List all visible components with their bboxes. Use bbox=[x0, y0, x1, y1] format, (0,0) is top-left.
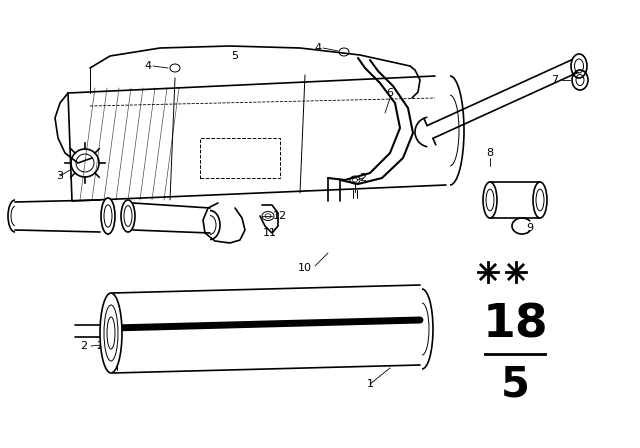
Ellipse shape bbox=[533, 182, 547, 218]
Ellipse shape bbox=[124, 206, 132, 226]
Text: 10: 10 bbox=[298, 263, 312, 273]
Text: 2: 2 bbox=[360, 173, 367, 183]
Text: 5: 5 bbox=[232, 51, 239, 61]
Ellipse shape bbox=[101, 198, 115, 234]
Ellipse shape bbox=[483, 182, 497, 218]
Text: 12: 12 bbox=[273, 211, 287, 221]
Ellipse shape bbox=[486, 189, 494, 211]
Text: 5: 5 bbox=[500, 363, 529, 405]
Text: 3: 3 bbox=[56, 171, 63, 181]
Ellipse shape bbox=[536, 189, 544, 211]
Text: 1: 1 bbox=[367, 379, 374, 389]
Ellipse shape bbox=[104, 205, 112, 227]
Text: 2: 2 bbox=[81, 341, 88, 351]
Text: 7: 7 bbox=[552, 75, 559, 85]
Bar bbox=[200, 138, 280, 178]
Text: 6: 6 bbox=[387, 88, 394, 98]
Text: 18: 18 bbox=[482, 302, 548, 348]
Text: 11: 11 bbox=[263, 228, 277, 238]
Text: 4: 4 bbox=[145, 61, 152, 71]
Text: 8: 8 bbox=[486, 148, 493, 158]
Text: 2: 2 bbox=[97, 341, 104, 351]
Ellipse shape bbox=[107, 317, 115, 349]
Text: 9: 9 bbox=[527, 223, 534, 233]
Ellipse shape bbox=[104, 305, 118, 361]
Text: 4: 4 bbox=[314, 43, 321, 53]
Ellipse shape bbox=[121, 200, 135, 232]
Ellipse shape bbox=[100, 293, 122, 373]
